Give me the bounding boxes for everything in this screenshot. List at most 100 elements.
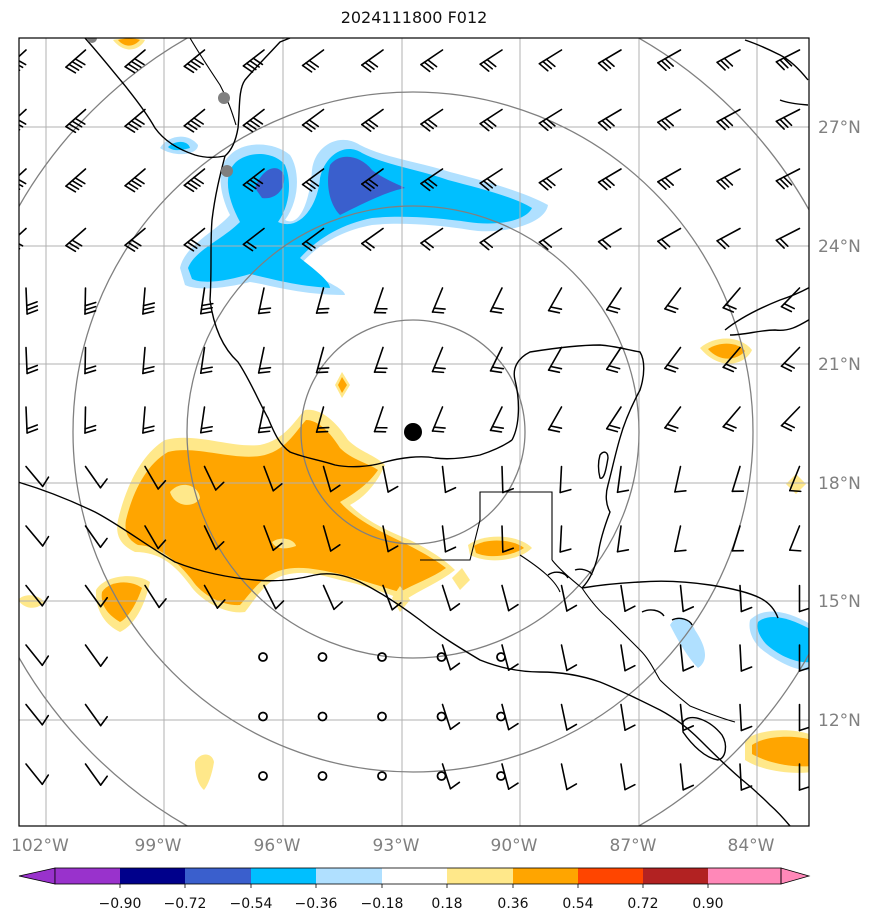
wind-barb bbox=[142, 287, 156, 315]
wind-barb bbox=[301, 227, 325, 252]
calm-wind-marker bbox=[258, 652, 268, 662]
wind-barb bbox=[798, 584, 809, 613]
wind-barb bbox=[479, 108, 503, 132]
latitude-label: 18°N bbox=[818, 474, 861, 494]
honduras-coast bbox=[581, 580, 779, 619]
latitude-label: 21°N bbox=[818, 355, 861, 375]
calm-wind-marker bbox=[377, 771, 387, 781]
latitude-labels: 27°N 24°N 21°N 18°N 15°N 12°N bbox=[818, 118, 861, 731]
blue-field-north bbox=[160, 136, 548, 295]
wind-barb bbox=[605, 406, 622, 433]
wind-barb bbox=[501, 525, 514, 553]
wind-barb bbox=[616, 465, 630, 494]
wind-barb bbox=[183, 227, 206, 252]
wind-barb bbox=[597, 227, 622, 250]
florida-coast bbox=[744, 39, 809, 106]
wind-barb bbox=[263, 465, 283, 492]
colorbar-tick-label: −0.72 bbox=[164, 896, 207, 912]
wind-barb bbox=[373, 346, 388, 374]
calm-wind-marker bbox=[317, 652, 328, 662]
cozumel-island bbox=[597, 451, 609, 479]
storm-center-dot bbox=[404, 423, 422, 441]
wind-barb bbox=[657, 168, 682, 191]
wind-barb bbox=[674, 525, 687, 553]
wind-barb bbox=[620, 584, 636, 612]
colorbar-tick-label: 0.54 bbox=[562, 896, 593, 912]
guatemala-mexico-border bbox=[420, 519, 561, 593]
wind-barb bbox=[538, 108, 563, 132]
colorbar-segment bbox=[447, 868, 513, 884]
wind-barb bbox=[716, 49, 741, 71]
wind-barb bbox=[501, 644, 519, 671]
wind-barb bbox=[605, 346, 622, 373]
wind-barb bbox=[722, 406, 741, 432]
wind-barb bbox=[441, 465, 457, 494]
wind-barb bbox=[788, 525, 802, 552]
wind-barb bbox=[620, 763, 636, 791]
map-frame bbox=[18, 37, 810, 827]
wind-barb bbox=[605, 287, 622, 314]
wind-barb bbox=[19, 227, 27, 250]
wind-barb bbox=[301, 168, 325, 192]
wind-barb bbox=[373, 406, 388, 433]
colorbar-segment bbox=[708, 868, 781, 884]
wind-barb bbox=[798, 763, 809, 791]
station-dot bbox=[221, 165, 233, 177]
wind-barb bbox=[84, 465, 108, 489]
nicaragua-lake bbox=[682, 717, 727, 761]
wind-barb bbox=[242, 108, 265, 133]
map-plot-area bbox=[19, 38, 809, 826]
colorbar-tick-label: 0.72 bbox=[627, 896, 658, 912]
wind-barb bbox=[84, 584, 108, 608]
wind-barb bbox=[441, 525, 457, 553]
calm-wind-marker bbox=[317, 771, 328, 781]
wind-barb bbox=[780, 346, 801, 372]
calm-wind-marker bbox=[436, 652, 447, 662]
wind-barb bbox=[501, 465, 514, 494]
range-ring-3 bbox=[72, 91, 754, 773]
country-borders bbox=[189, 38, 736, 723]
wind-barb bbox=[547, 346, 563, 374]
wind-barb bbox=[597, 49, 622, 72]
wind-barb bbox=[441, 763, 461, 790]
coastlines bbox=[19, 38, 809, 826]
wind-barb bbox=[65, 108, 87, 134]
wind-barb bbox=[142, 346, 155, 375]
wind-barb bbox=[263, 525, 283, 552]
calm-wind-marker bbox=[436, 771, 447, 781]
wind-barb bbox=[382, 584, 402, 611]
wind-barb bbox=[674, 465, 687, 493]
calm-wind-marker bbox=[377, 711, 387, 722]
wind-barb bbox=[84, 703, 108, 727]
wind-barb bbox=[501, 763, 519, 790]
colorbar-tick-label: −0.54 bbox=[230, 896, 273, 912]
wind-barb bbox=[84, 644, 108, 667]
wind-barb bbox=[124, 49, 146, 74]
range-ring-2 bbox=[186, 205, 640, 659]
wind-barb bbox=[25, 346, 39, 375]
calm-wind-marker bbox=[377, 652, 387, 662]
wind-barb bbox=[25, 525, 50, 547]
wind-barb bbox=[144, 525, 167, 550]
longitude-labels: 102°W 99°W 96°W 93°W 90°W 87°W 84°W bbox=[11, 836, 775, 856]
wind-barb bbox=[489, 346, 505, 374]
wind-barb bbox=[547, 287, 563, 314]
wind-barb bbox=[257, 287, 272, 315]
wind-barb bbox=[501, 703, 519, 731]
colorbar-segment bbox=[643, 868, 708, 884]
wind-barb bbox=[144, 465, 167, 490]
wind-barb bbox=[657, 227, 682, 250]
wind-barb bbox=[199, 406, 214, 434]
wind-barb bbox=[441, 584, 461, 612]
wind-barb bbox=[731, 525, 745, 552]
wind-barb bbox=[257, 346, 272, 374]
wind-barb bbox=[84, 287, 97, 315]
wind-barb bbox=[441, 703, 461, 731]
wind-barb bbox=[25, 465, 50, 488]
honduras-border bbox=[551, 559, 661, 681]
wind-barb bbox=[360, 227, 384, 251]
wind-barb bbox=[489, 287, 505, 314]
wind-barb bbox=[65, 227, 87, 253]
wind-barb bbox=[315, 406, 330, 433]
wind-barb bbox=[431, 287, 446, 314]
